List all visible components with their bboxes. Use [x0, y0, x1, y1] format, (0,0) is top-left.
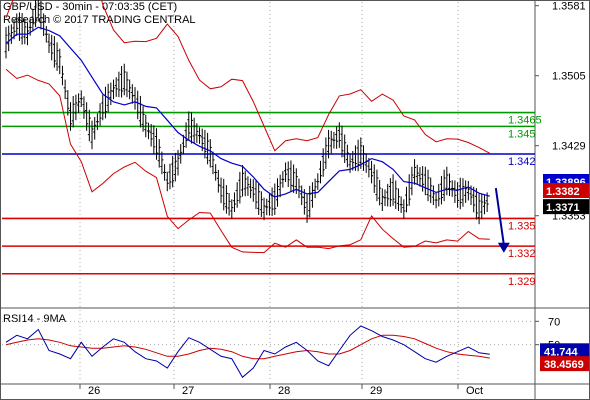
rsi-title: RSI14 - 9MA — [3, 313, 67, 325]
x-tick-label: 28 — [278, 385, 290, 397]
rsi-line — [5, 325, 490, 379]
level-label: 1.335 — [508, 220, 536, 232]
moving-average-line — [5, 26, 490, 198]
bollinger-lower-band — [5, 68, 490, 254]
rsi-ma-line — [5, 334, 490, 360]
level-label: 1.342 — [508, 156, 536, 168]
forecast-arrow-shaft — [494, 187, 505, 245]
copyright-label: Research © 2017 TRADING CENTRAL — [3, 14, 196, 26]
forecast-arrow-head — [497, 242, 510, 253]
x-tick-label: 29 — [370, 385, 382, 397]
x-tick-label: 26 — [88, 385, 100, 397]
level-label: 1.345 — [508, 128, 536, 140]
y-tick-label: 1.3429 — [552, 141, 586, 153]
price-tag-label: 1.3371 — [546, 202, 580, 214]
level-label: 1.332 — [508, 248, 536, 260]
level-label: 1.329 — [508, 276, 536, 288]
rsi-tick-label: 70 — [548, 316, 560, 328]
y-tick-label: 1.3581 — [552, 1, 586, 13]
rsi-value-tag — [540, 343, 589, 359]
bollinger-upper-band — [5, 0, 491, 154]
rsi-value-tag — [540, 356, 589, 372]
level-label: 1.3465 — [508, 115, 542, 127]
rsi-value-label: 38.4569 — [544, 359, 584, 371]
y-tick-label: 1.3505 — [552, 71, 586, 83]
price-tag — [543, 183, 589, 199]
x-tick-label: Oct — [466, 385, 483, 397]
price-tag-label: 1.3382 — [546, 186, 580, 198]
price-tag — [543, 199, 589, 215]
rsi-value-label: 41.744 — [544, 346, 579, 358]
chart-title: GBP/USD - 30min - 07:03:35 (CET) — [3, 1, 178, 13]
x-tick-label: 27 — [182, 385, 194, 397]
